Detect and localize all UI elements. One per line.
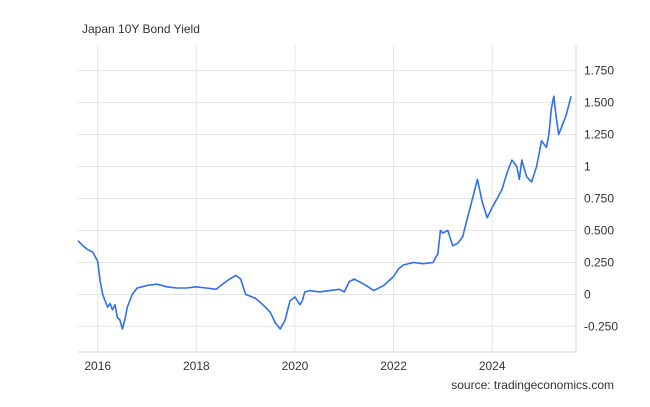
y-tick-label: 1.250 — [584, 128, 614, 142]
y-tick-label: 0.500 — [584, 223, 614, 237]
y-tick-label: 0.250 — [584, 255, 614, 269]
x-tick-label: 2018 — [183, 359, 210, 373]
y-tick-label: 0.750 — [584, 192, 614, 206]
y-tick-label: 0 — [584, 287, 591, 301]
x-tick-label: 2022 — [380, 359, 407, 373]
y-tick-label: -0.250 — [584, 319, 618, 333]
tick-labels: -0.250 0 0.250 0.500 0.750 1 1.250 1.500 1.750 20… — [84, 64, 618, 373]
x-tick-label: 2016 — [84, 359, 111, 373]
series-layer — [77, 95, 572, 330]
y-tick-label: 1 — [584, 160, 591, 174]
y-tick-label: 1.500 — [584, 96, 614, 110]
x-tick-label: 2024 — [479, 359, 506, 373]
chart-title: Japan 10Y Bond Yield — [82, 22, 200, 36]
chart-grid — [78, 45, 577, 353]
x-tick-label: 2020 — [282, 359, 309, 373]
series-line — [77, 95, 572, 330]
source-label: source: tradingeconomics.com — [451, 378, 614, 392]
y-tick-label: 1.750 — [584, 64, 614, 78]
